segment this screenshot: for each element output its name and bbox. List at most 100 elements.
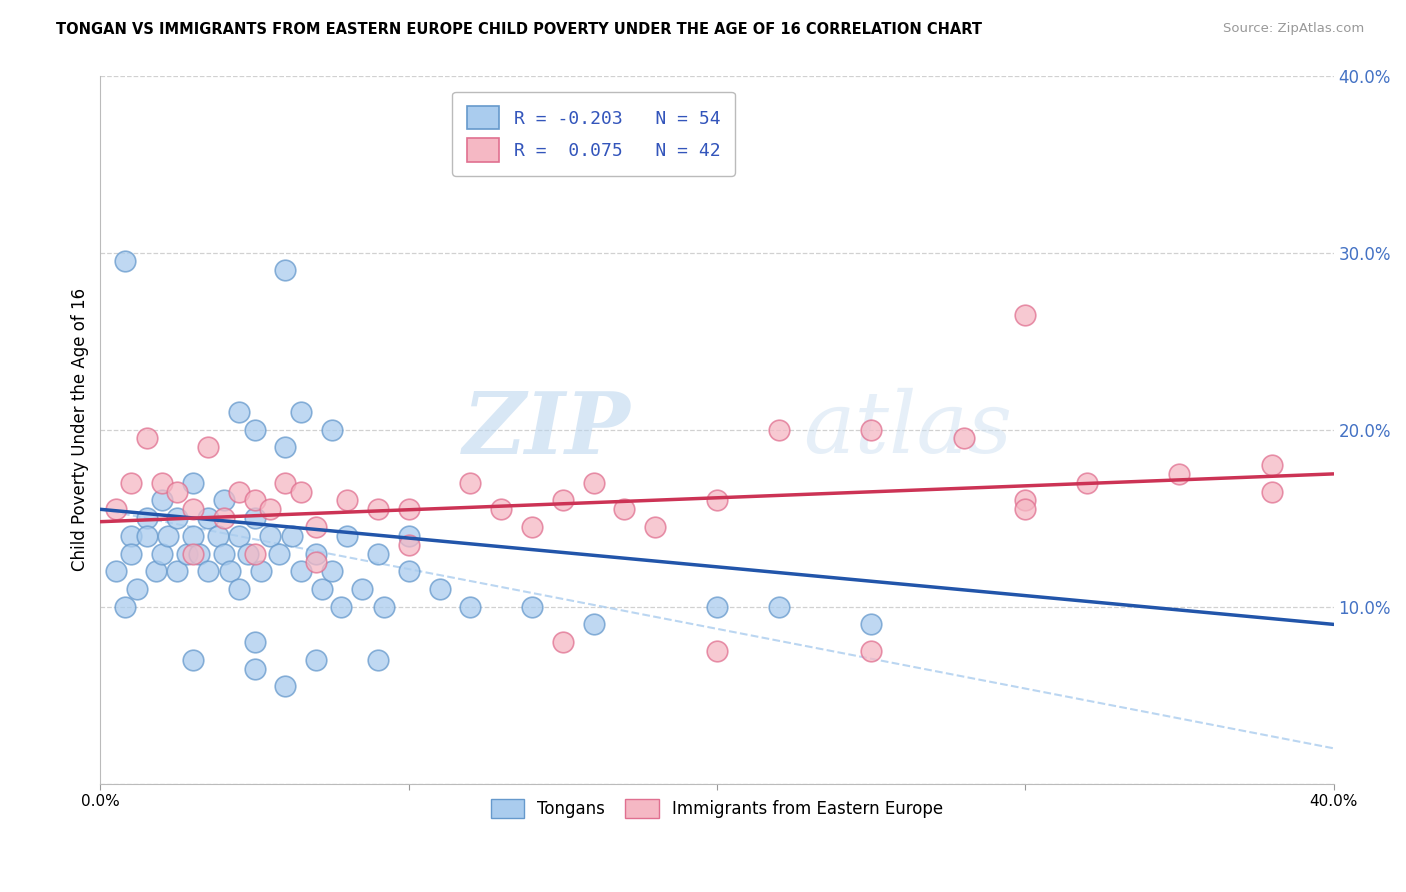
Point xyxy=(305,653,328,667)
Point xyxy=(336,529,359,543)
Point xyxy=(520,520,543,534)
Point xyxy=(329,599,352,614)
Point xyxy=(228,405,250,419)
Point xyxy=(860,617,883,632)
Point xyxy=(274,679,297,693)
Point xyxy=(150,493,173,508)
Text: TONGAN VS IMMIGRANTS FROM EASTERN EUROPE CHILD POVERTY UNDER THE AGE OF 16 CORRE: TONGAN VS IMMIGRANTS FROM EASTERN EUROPE… xyxy=(56,22,983,37)
Point xyxy=(398,564,420,578)
Text: atlas: atlas xyxy=(803,388,1012,471)
Point xyxy=(706,599,728,614)
Point xyxy=(188,547,211,561)
Point xyxy=(259,529,281,543)
Point xyxy=(1014,493,1036,508)
Point xyxy=(120,529,142,543)
Point xyxy=(321,423,343,437)
Point xyxy=(150,475,173,490)
Point xyxy=(181,653,204,667)
Point xyxy=(207,529,229,543)
Legend: Tongans, Immigrants from Eastern Europe: Tongans, Immigrants from Eastern Europe xyxy=(484,792,950,825)
Point xyxy=(1076,475,1098,490)
Point xyxy=(243,511,266,525)
Point xyxy=(181,529,204,543)
Point xyxy=(613,502,636,516)
Point xyxy=(1261,484,1284,499)
Point xyxy=(104,502,127,516)
Point xyxy=(120,547,142,561)
Y-axis label: Child Poverty Under the Age of 16: Child Poverty Under the Age of 16 xyxy=(72,288,89,571)
Point xyxy=(367,653,389,667)
Point xyxy=(228,484,250,499)
Point xyxy=(582,475,605,490)
Point xyxy=(768,599,790,614)
Point xyxy=(114,599,136,614)
Point xyxy=(274,440,297,454)
Point xyxy=(157,529,180,543)
Point xyxy=(311,582,333,596)
Point xyxy=(352,582,374,596)
Point xyxy=(280,529,302,543)
Point xyxy=(197,564,219,578)
Point xyxy=(181,502,204,516)
Point xyxy=(582,617,605,632)
Point xyxy=(197,440,219,454)
Point xyxy=(460,599,482,614)
Point xyxy=(212,511,235,525)
Point xyxy=(706,493,728,508)
Point xyxy=(166,484,188,499)
Point xyxy=(551,493,574,508)
Point xyxy=(520,599,543,614)
Point xyxy=(212,493,235,508)
Text: Source: ZipAtlas.com: Source: ZipAtlas.com xyxy=(1223,22,1364,36)
Point xyxy=(373,599,395,614)
Point xyxy=(259,502,281,516)
Point xyxy=(243,635,266,649)
Point xyxy=(1014,502,1036,516)
Point xyxy=(120,475,142,490)
Point xyxy=(135,511,157,525)
Point xyxy=(238,547,260,561)
Point xyxy=(243,547,266,561)
Point xyxy=(145,564,167,578)
Point xyxy=(269,547,291,561)
Point xyxy=(336,493,359,508)
Point xyxy=(644,520,666,534)
Point xyxy=(243,662,266,676)
Point xyxy=(243,493,266,508)
Point xyxy=(460,475,482,490)
Point xyxy=(212,547,235,561)
Point xyxy=(1014,308,1036,322)
Point xyxy=(150,547,173,561)
Point xyxy=(489,502,512,516)
Point xyxy=(197,511,219,525)
Point xyxy=(274,475,297,490)
Point xyxy=(274,263,297,277)
Point xyxy=(166,511,188,525)
Point xyxy=(290,484,312,499)
Point xyxy=(860,644,883,658)
Point xyxy=(860,423,883,437)
Point xyxy=(181,475,204,490)
Point xyxy=(181,547,204,561)
Point xyxy=(176,547,198,561)
Point xyxy=(429,582,451,596)
Point xyxy=(249,564,271,578)
Point xyxy=(706,644,728,658)
Point xyxy=(367,547,389,561)
Point xyxy=(1261,458,1284,472)
Point xyxy=(768,423,790,437)
Point xyxy=(305,556,328,570)
Point xyxy=(952,432,974,446)
Point xyxy=(135,529,157,543)
Point xyxy=(127,582,149,596)
Point xyxy=(228,582,250,596)
Point xyxy=(367,502,389,516)
Point xyxy=(1168,467,1191,481)
Text: ZIP: ZIP xyxy=(463,388,631,471)
Point xyxy=(551,635,574,649)
Point xyxy=(398,538,420,552)
Point xyxy=(398,529,420,543)
Point xyxy=(321,564,343,578)
Point xyxy=(398,502,420,516)
Point xyxy=(228,529,250,543)
